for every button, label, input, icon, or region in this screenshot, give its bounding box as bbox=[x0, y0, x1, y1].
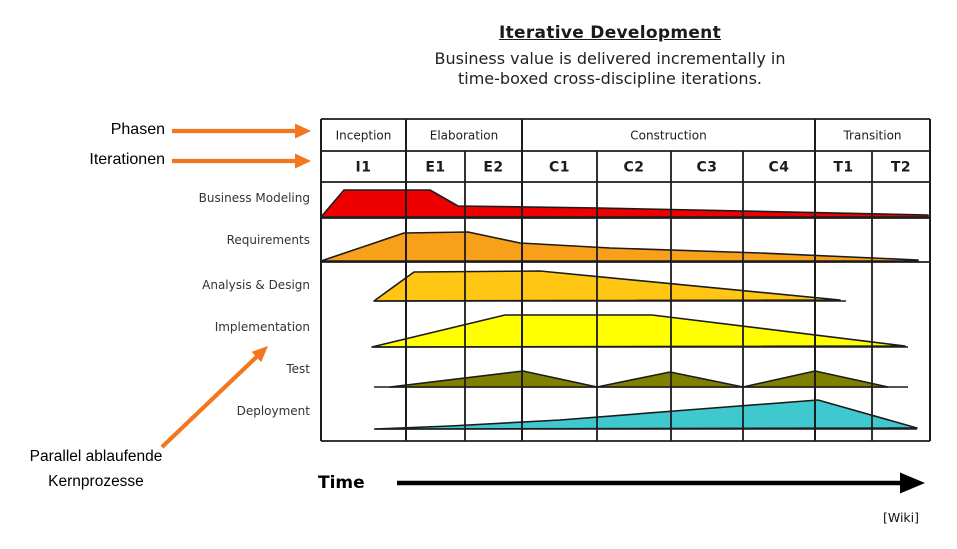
page-title: Iterative Development bbox=[498, 23, 722, 43]
title-block: Iterative Development Business value is … bbox=[330, 23, 890, 89]
phase-header-construction: Construction bbox=[630, 129, 706, 143]
iteration-cell-t1: T1 bbox=[833, 160, 853, 176]
phases-annotation: Phasen bbox=[110, 121, 165, 138]
discipline-label-test: Test bbox=[285, 362, 310, 376]
iteration-cell-c3: C3 bbox=[696, 160, 717, 176]
hump-requirements bbox=[320, 231, 919, 262]
phase-header-transition: Transition bbox=[842, 129, 901, 143]
hump-deployment bbox=[375, 399, 918, 430]
iterations-annotation: Iterationen bbox=[89, 151, 165, 168]
iteration-cell-t2: T2 bbox=[891, 160, 911, 176]
discipline-label-deployment: Deployment bbox=[237, 404, 311, 418]
subtitle-line-2: time-boxed cross-discipline iterations. bbox=[457, 69, 762, 88]
phase-header-inception: Inception bbox=[336, 129, 392, 143]
time-axis-label: Time bbox=[318, 473, 365, 493]
hump-test bbox=[389, 370, 889, 388]
source-attribution: [Wiki] bbox=[883, 510, 920, 525]
parallel-processes-arrow-icon bbox=[160, 346, 268, 449]
discipline-label-business-modeling: Business Modeling bbox=[199, 191, 310, 205]
iteration-cell-e2: E2 bbox=[483, 160, 503, 176]
discipline-label-implementation: Implementation bbox=[215, 320, 310, 334]
hump-implementation bbox=[371, 314, 906, 348]
iterations-arrow-icon bbox=[172, 153, 311, 169]
discipline-label-analysis-design: Analysis & Design bbox=[202, 278, 310, 292]
phase-header-elaboration: Elaboration bbox=[430, 129, 499, 143]
iteration-cell-e1: E1 bbox=[425, 160, 445, 176]
parallel-annotation-line-1: Parallel ablaufende bbox=[29, 448, 163, 465]
iteration-cell-c2: C2 bbox=[623, 160, 644, 176]
iteration-cell-c4: C4 bbox=[768, 160, 789, 176]
parallel-processes-annotation: Parallel ablaufende Kernprozesse bbox=[4, 444, 188, 494]
discipline-label-requirements: Requirements bbox=[227, 233, 310, 247]
phases-arrow-icon bbox=[172, 123, 311, 139]
parallel-annotation-line-2: Kernprozesse bbox=[48, 473, 144, 490]
hump-business-modeling bbox=[320, 189, 929, 218]
hump-analysis-design bbox=[373, 270, 841, 302]
iteration-cell-c1: C1 bbox=[549, 160, 570, 176]
iteration-cell-i1: I1 bbox=[356, 160, 372, 176]
subtitle-line-1: Business value is delivered incrementall… bbox=[434, 49, 786, 68]
time-arrow-icon bbox=[397, 472, 925, 494]
